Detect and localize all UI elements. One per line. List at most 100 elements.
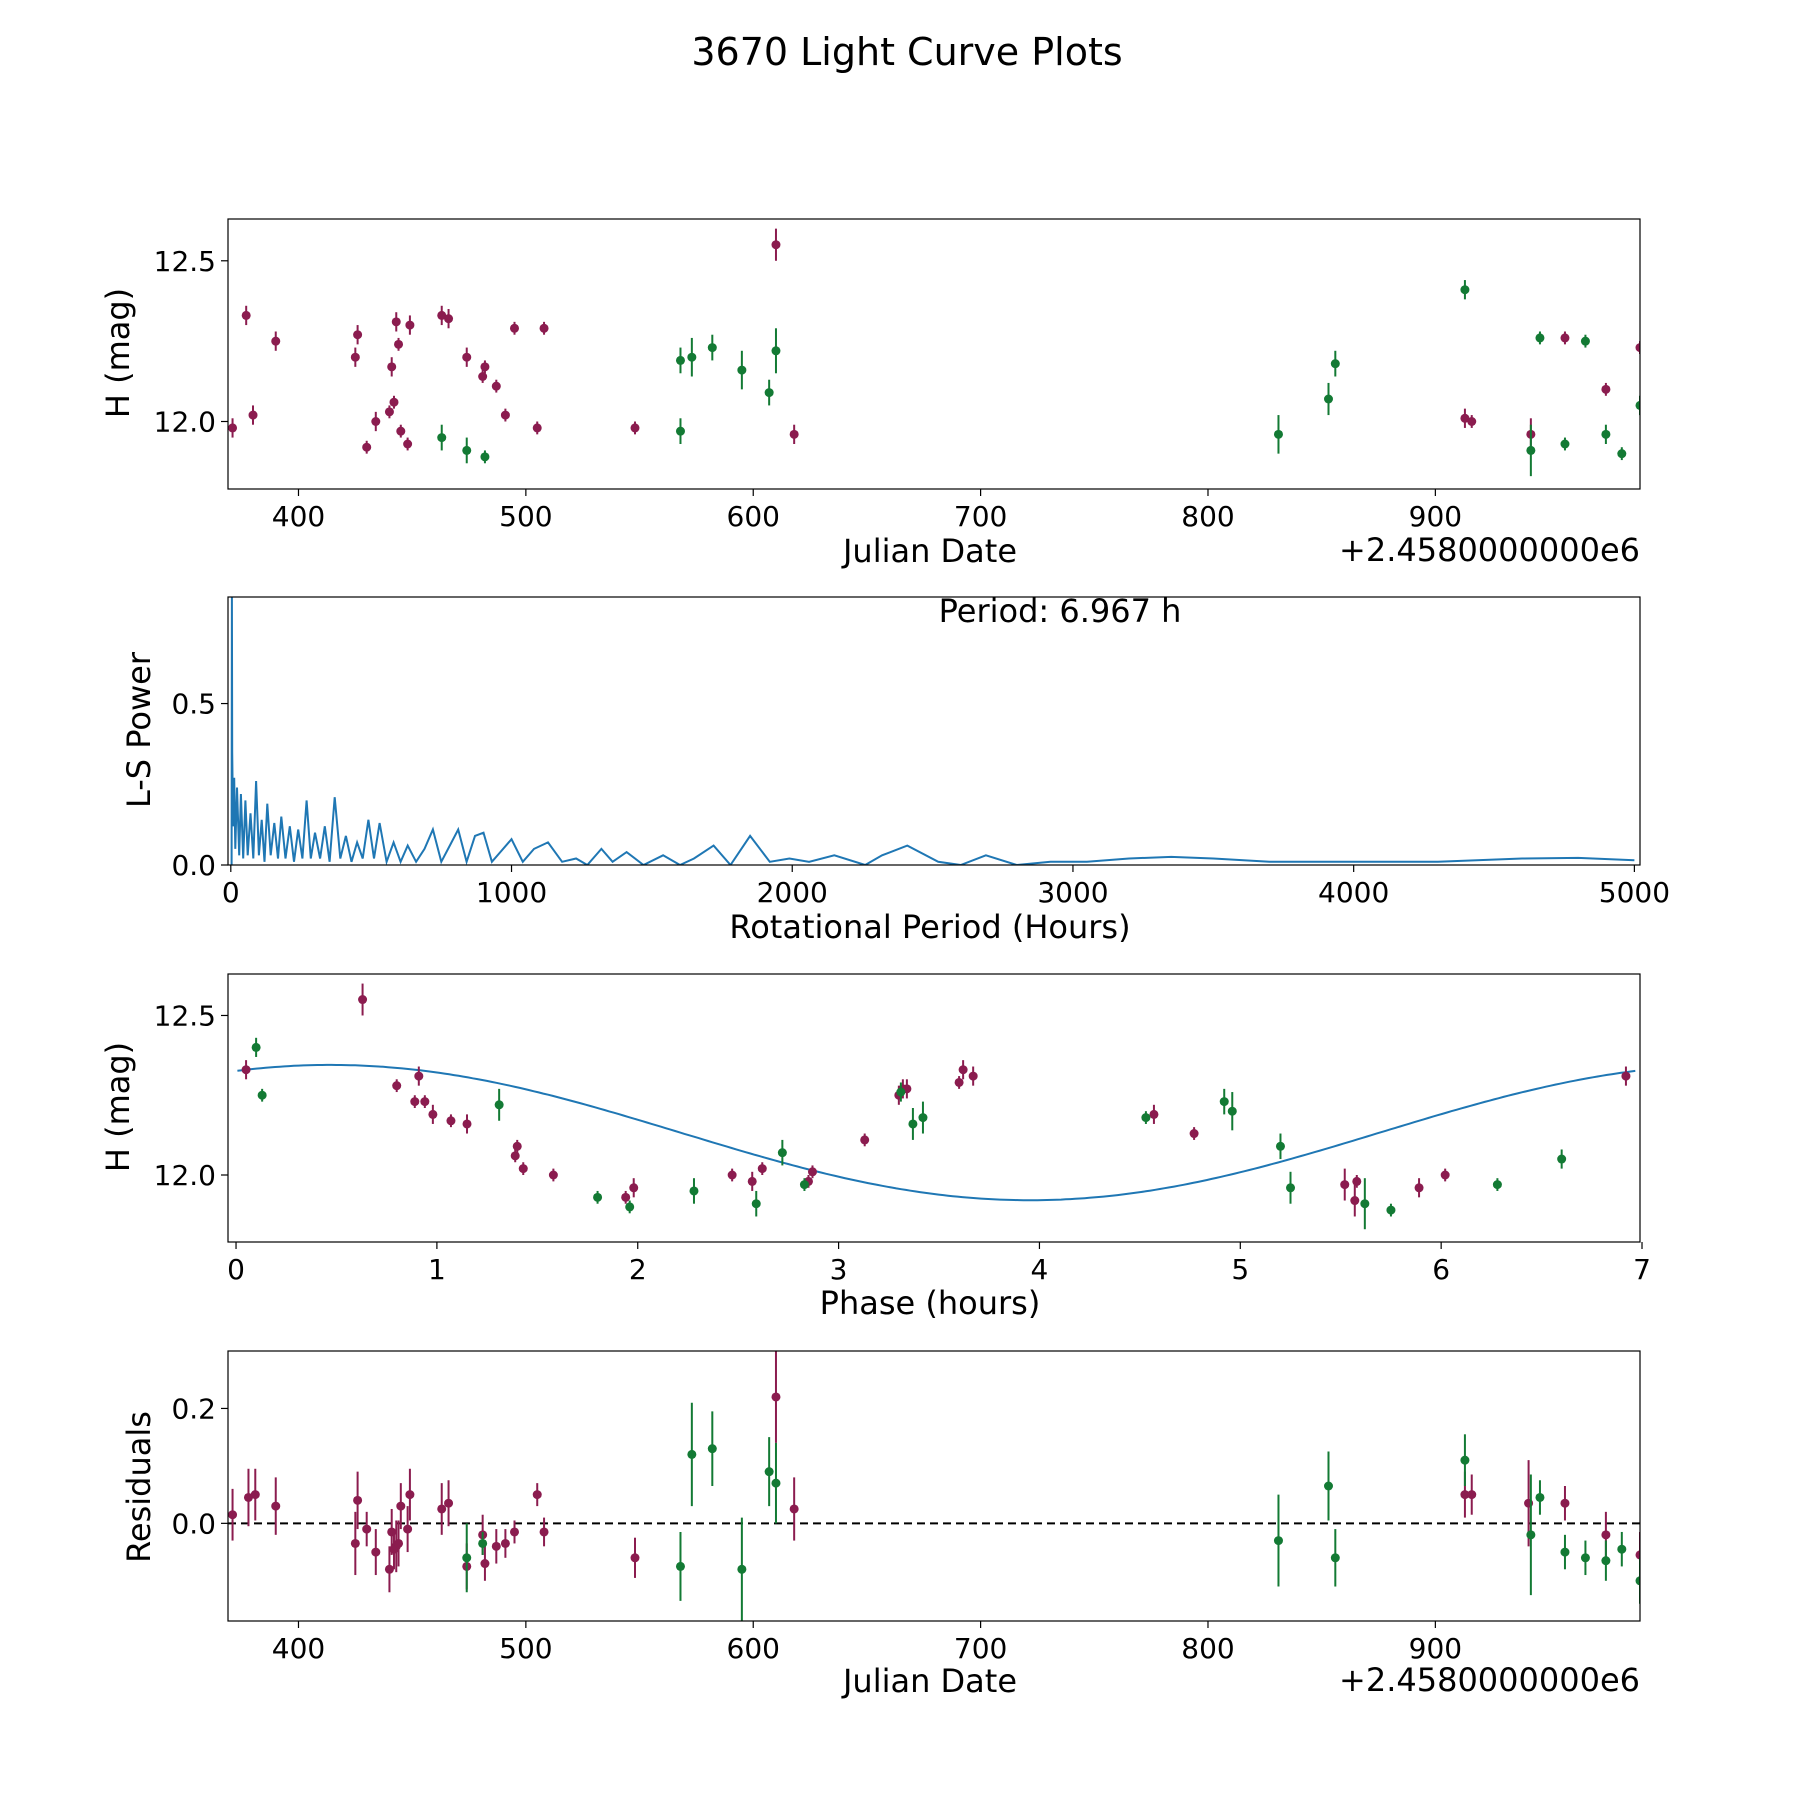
maroon-data-point [630,1553,640,1563]
maroon-data-point [350,352,360,362]
x-tick-label: 0 [222,876,240,909]
green-data-point [687,352,697,362]
maroon-data-point [446,1116,456,1126]
maroon-data-point [491,1541,501,1551]
residuals-ylabel: Residuals [120,1411,158,1563]
y-tick-label: 12.5 [154,999,216,1032]
green-data-point [1526,445,1536,455]
maroon-data-point [428,1109,438,1119]
maroon-data-point [789,429,799,439]
green-data-point [777,1148,787,1158]
periodogram-plot-area [230,597,1635,865]
lightcurve-xlabel: Julian Date [841,532,1017,570]
maroon-data-point [437,310,447,320]
green-data-point [799,1180,809,1190]
period-annotation: Period: 6.967 h [939,592,1182,630]
green-data-point [771,346,781,356]
green-data-point [480,452,490,462]
green-data-point [1323,1481,1333,1491]
maroon-data-point [387,362,397,372]
green-data-point [1323,394,1333,404]
phased-ylabel: H (mag) [99,1042,137,1172]
figure-title: 3670 Light Curve Plots [691,30,1122,74]
x-tick-label: 4 [1031,1253,1049,1286]
maroon-data-point [958,1065,968,1075]
x-tick-label: 900 [1409,500,1462,533]
maroon-data-point [727,1170,737,1180]
lightcurve-plot-area [228,228,1640,477]
x-tick-label: 500 [499,500,552,533]
maroon-data-point [532,423,542,433]
maroon-data-point [491,381,501,391]
maroon-data-point [1635,1550,1640,1560]
maroon-data-point [394,339,404,349]
maroon-data-point [480,362,490,372]
maroon-data-point [1635,343,1640,353]
periodogram-line [230,597,1635,865]
maroon-data-point [621,1192,631,1202]
maroon-data-point [478,372,488,381]
maroon-data-point [353,1495,363,1505]
x-tick-label: 800 [1181,1632,1234,1665]
x-tick-label: 3 [830,1253,848,1286]
maroon-data-point [500,1538,510,1548]
maroon-data-point [1467,1490,1477,1500]
green-data-point [908,1119,918,1129]
maroon-data-point [250,1490,260,1500]
maroon-data-point [241,310,251,320]
maroon-data-point [389,397,399,407]
maroon-data-point [789,1504,799,1514]
maroon-data-point [228,423,238,433]
green-data-point [737,1564,747,1574]
x-tick-label: 2000 [757,876,828,909]
maroon-data-point [391,317,401,327]
maroon-data-point [1340,1180,1350,1190]
green-data-point [1560,439,1570,449]
green-data-point [1141,1113,1151,1123]
maroon-data-point [757,1164,767,1174]
green-data-point [764,388,774,398]
residuals-xlabel: Julian Date [841,1662,1017,1700]
green-data-point [1560,1547,1570,1557]
maroon-data-point [405,1490,415,1500]
green-data-point [625,1202,635,1212]
maroon-data-point [392,1081,402,1091]
maroon-data-point [747,1176,757,1186]
y-tick-label: 12.0 [154,1159,216,1192]
maroon-data-point [968,1071,978,1081]
green-data-point [1492,1180,1502,1190]
x-tick-label: 700 [954,1632,1007,1665]
green-data-point [1460,285,1470,295]
maroon-data-point [954,1077,964,1087]
maroon-data-point [539,1527,549,1537]
maroon-data-point [1460,1490,1470,1500]
green-data-point [707,1444,717,1454]
maroon-data-point [771,240,781,250]
maroon-data-point [403,1524,413,1534]
maroon-data-point [512,1141,522,1151]
maroon-data-point [396,1501,406,1511]
y-tick-label: 12.5 [154,245,216,278]
phased-panel: H (mag) Phase (hours) 0 1 2 3 4 5 6 7 12.0 12.5 [99,973,1651,1322]
maroon-data-point [362,1524,372,1534]
maroon-data-point [509,1527,519,1537]
y-tick-label: 0.0 [171,849,216,882]
green-data-point [1601,429,1611,439]
green-data-point [462,1553,472,1563]
maroon-data-point [420,1097,430,1107]
maroon-data-point [539,323,549,333]
maroon-data-point [1149,1109,1159,1119]
maroon-data-point [405,320,415,330]
maroon-data-point [532,1490,542,1500]
maroon-data-point [248,410,258,420]
x-tick-label: 1000 [476,876,547,909]
green-data-point [1526,1530,1536,1540]
x-tick-label: 800 [1181,500,1234,533]
maroon-data-point [394,1538,404,1548]
maroon-data-point [480,1559,490,1569]
maroon-data-point [1189,1129,1199,1139]
y-tick-label: 0.0 [171,1507,216,1540]
maroon-data-point [630,423,640,433]
green-data-point [251,1042,261,1052]
